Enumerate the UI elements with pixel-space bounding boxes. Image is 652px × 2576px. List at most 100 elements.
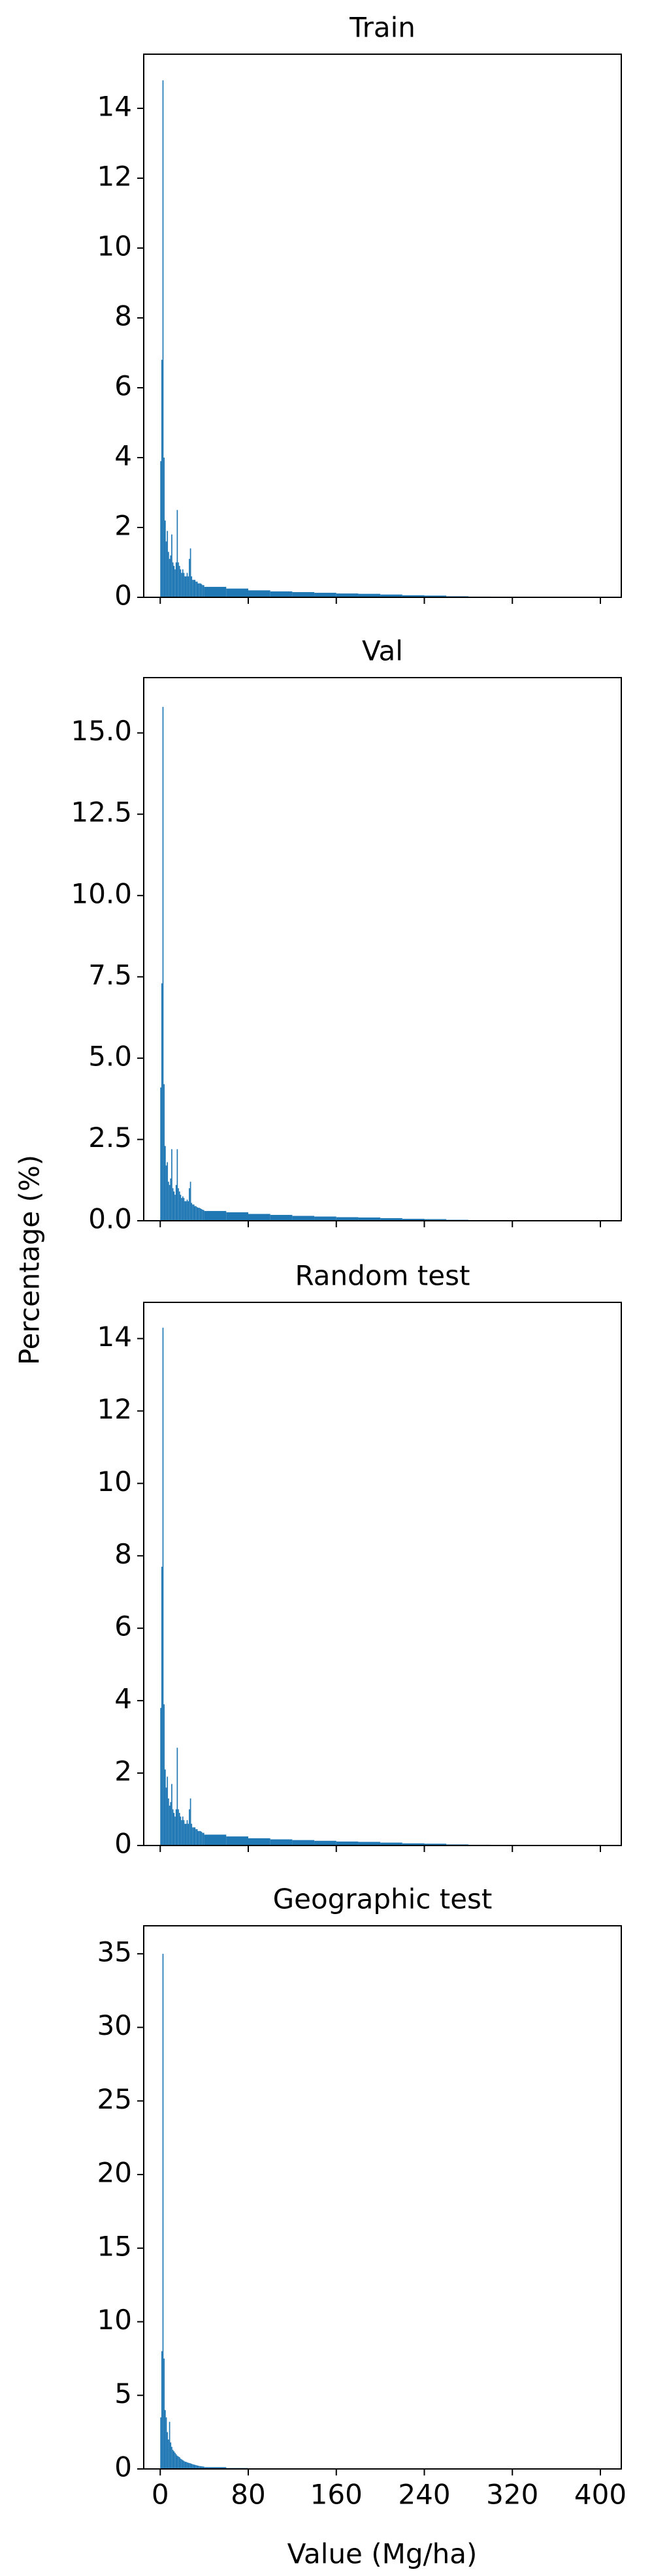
- histogram-bar: [226, 1212, 249, 1221]
- histogram-bar: [171, 2447, 172, 2469]
- y-tick-label: 30: [97, 2009, 132, 2041]
- histogram-bar: [165, 1146, 166, 1221]
- histogram-bar: [176, 1149, 178, 1221]
- histogram-bar: [201, 1209, 203, 1221]
- histogram-bar: [165, 1787, 167, 1846]
- histogram-bar: [402, 1219, 425, 1221]
- x-tick-label: 160: [310, 2479, 363, 2511]
- y-tick-label: 14: [97, 90, 132, 122]
- histogram-bar: [202, 1832, 203, 1846]
- plot-frame: [143, 54, 622, 598]
- histogram-bar: [175, 1185, 177, 1221]
- histogram-bar: [180, 1816, 182, 1846]
- histogram-bar: [178, 1813, 180, 1846]
- histogram-bar: [248, 590, 270, 597]
- histogram-bar: [358, 1217, 381, 1221]
- histogram-bar: [248, 1838, 270, 1846]
- histogram-bar: [196, 1829, 198, 1846]
- histogram-bar: [186, 1201, 187, 1221]
- y-tick-label: 10.0: [71, 877, 132, 909]
- histogram-bar: [163, 2358, 165, 2469]
- histogram-bar: [314, 1216, 336, 1221]
- histogram-bar: [178, 562, 179, 597]
- histogram-bar: [194, 1206, 196, 1221]
- histogram-bar: [178, 1809, 179, 1846]
- chart-title: Random test: [295, 1260, 470, 1292]
- histogram-bar: [199, 583, 200, 597]
- histogram-bar: [199, 1830, 200, 1846]
- histogram-bar: [204, 1834, 227, 1846]
- histogram-bar: [189, 1188, 190, 1221]
- histogram-bar: [192, 1204, 193, 1221]
- y-tick-label: 10: [97, 2304, 132, 2336]
- histogram-bar: [203, 1210, 204, 1221]
- y-tick-label: 35: [97, 1936, 132, 1968]
- histogram-bar: [181, 1198, 182, 1221]
- histogram-bar: [169, 2421, 171, 2469]
- histogram-bar: [183, 1820, 185, 1846]
- histogram-bar: [226, 588, 249, 597]
- plot-frame: [143, 1925, 622, 2470]
- y-tick-label: 12: [97, 1393, 132, 1425]
- histogram-bar: [174, 1195, 176, 1221]
- histogram-bar: [195, 581, 197, 597]
- plot-frame: [143, 677, 622, 1221]
- histogram-bar: [163, 457, 165, 597]
- histogram-bar: [162, 1327, 164, 1846]
- histogram-bar: [161, 360, 163, 597]
- histogram-bar: [165, 1769, 166, 1846]
- histogram-bar: [180, 569, 182, 597]
- x-axis-label: Value (Mg/ha): [287, 2538, 478, 2570]
- histogram-bar: [167, 2432, 169, 2469]
- histogram-bar: [197, 583, 199, 597]
- histogram-bar: [424, 1219, 447, 1221]
- y-tick-label: 8: [114, 300, 132, 332]
- histogram-bar: [199, 1208, 201, 1221]
- y-tick-label: 6: [114, 369, 132, 401]
- histogram-bar: [178, 565, 180, 597]
- histogram-bar: [193, 2464, 195, 2469]
- histogram-bar: [270, 1215, 293, 1221]
- histogram-bar: [270, 591, 293, 597]
- histogram-bar: [194, 1827, 196, 1846]
- histogram-bar: [160, 2417, 161, 2469]
- histogram-bar: [380, 1218, 402, 1221]
- histogram-bar: [203, 2466, 204, 2469]
- histogram-bar: [171, 534, 172, 597]
- chart-title: Train: [349, 12, 416, 44]
- y-axis-label: Percentage (%): [14, 1155, 46, 1365]
- histogram-bar: [248, 1214, 270, 1221]
- histogram-bar: [358, 1842, 381, 1846]
- histogram-bar: [167, 531, 169, 597]
- histogram-bar: [180, 1195, 182, 1221]
- histogram-bar: [160, 1708, 161, 1846]
- histogram-bar: [182, 1196, 184, 1221]
- y-tick-label: 12: [97, 160, 132, 192]
- histogram-bar: [194, 580, 196, 597]
- histogram-bar: [178, 1191, 180, 1221]
- histogram-bar: [163, 1704, 165, 1846]
- histogram-bar: [182, 1816, 184, 1846]
- y-tick-label: 7.5: [88, 959, 132, 991]
- histogram-bar: [173, 1191, 175, 1221]
- histogram-bar: [193, 580, 195, 597]
- histogram-bar: [173, 2451, 175, 2469]
- histogram-bar: [194, 2464, 196, 2469]
- histogram-bar: [175, 562, 177, 597]
- histogram-bar: [196, 2465, 198, 2469]
- x-tick-label: 400: [574, 2479, 627, 2511]
- histogram-bar: [193, 1204, 195, 1221]
- histogram-bar: [187, 2462, 189, 2469]
- y-tick-label: 4: [114, 439, 132, 471]
- histogram-bar: [191, 2464, 193, 2469]
- histogram-bar: [169, 1185, 171, 1221]
- histogram-bar: [199, 1208, 200, 1221]
- histogram-bar: [203, 585, 204, 597]
- y-tick-label: 25: [97, 2083, 132, 2115]
- y-tick-label: 2: [114, 1755, 132, 1787]
- histogram-bar: [192, 1827, 193, 1846]
- y-tick-label: 15: [97, 2230, 132, 2262]
- histogram-bar: [270, 1839, 293, 1846]
